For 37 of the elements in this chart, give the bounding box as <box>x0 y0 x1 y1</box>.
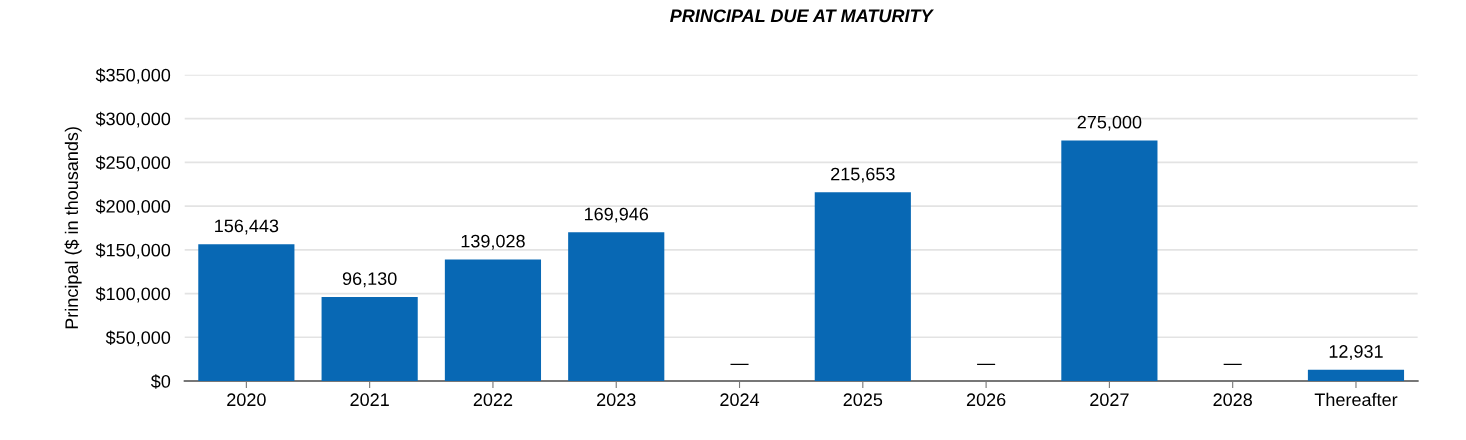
y-tick-label: $50,000 <box>105 330 171 347</box>
x-tick-label: 2026 <box>966 393 1006 407</box>
bar <box>1061 140 1158 382</box>
y-tick-label: $350,000 <box>95 67 171 84</box>
y-tick-label: $150,000 <box>95 242 171 259</box>
x-tick-label: 2027 <box>1090 393 1129 407</box>
data-label: — <box>730 363 749 365</box>
chart-title: PRINCIPAL DUE AT MATURITY <box>670 9 934 23</box>
x-tick-label: 2023 <box>597 393 636 407</box>
data-label: 156,443 <box>215 219 279 235</box>
y-axis-title: Principal ($ in thousands) <box>64 127 82 329</box>
y-tick-label: $0 <box>150 374 171 389</box>
x-tick-label: 2024 <box>720 393 760 407</box>
bar <box>444 259 542 382</box>
bar <box>568 232 665 382</box>
x-tick-label: 2028 <box>1213 393 1252 407</box>
x-tick-label: 2021 <box>350 393 389 407</box>
data-label: 96,130 <box>342 272 397 288</box>
x-tick-label: 2022 <box>473 393 513 407</box>
x-tick-label: 2025 <box>843 393 883 407</box>
data-label: — <box>977 363 996 365</box>
y-tick-label: $100,000 <box>95 286 171 303</box>
data-label: 215,653 <box>831 167 895 183</box>
y-tick-label: $200,000 <box>95 199 171 215</box>
x-tick-label: Thereafter <box>1314 392 1398 407</box>
data-label: 139,028 <box>461 234 525 250</box>
x-tick-label: 2020 <box>227 393 266 407</box>
bar <box>321 296 418 382</box>
bar <box>198 244 295 382</box>
data-label: — <box>1223 363 1242 365</box>
data-label: 12,931 <box>1329 345 1383 360</box>
data-label: 169,946 <box>584 207 649 223</box>
bar <box>1307 369 1405 382</box>
bar <box>814 192 911 382</box>
y-tick-label: $250,000 <box>95 155 171 172</box>
data-label: 275,000 <box>1077 115 1142 131</box>
y-tick-label: $300,000 <box>95 111 171 128</box>
